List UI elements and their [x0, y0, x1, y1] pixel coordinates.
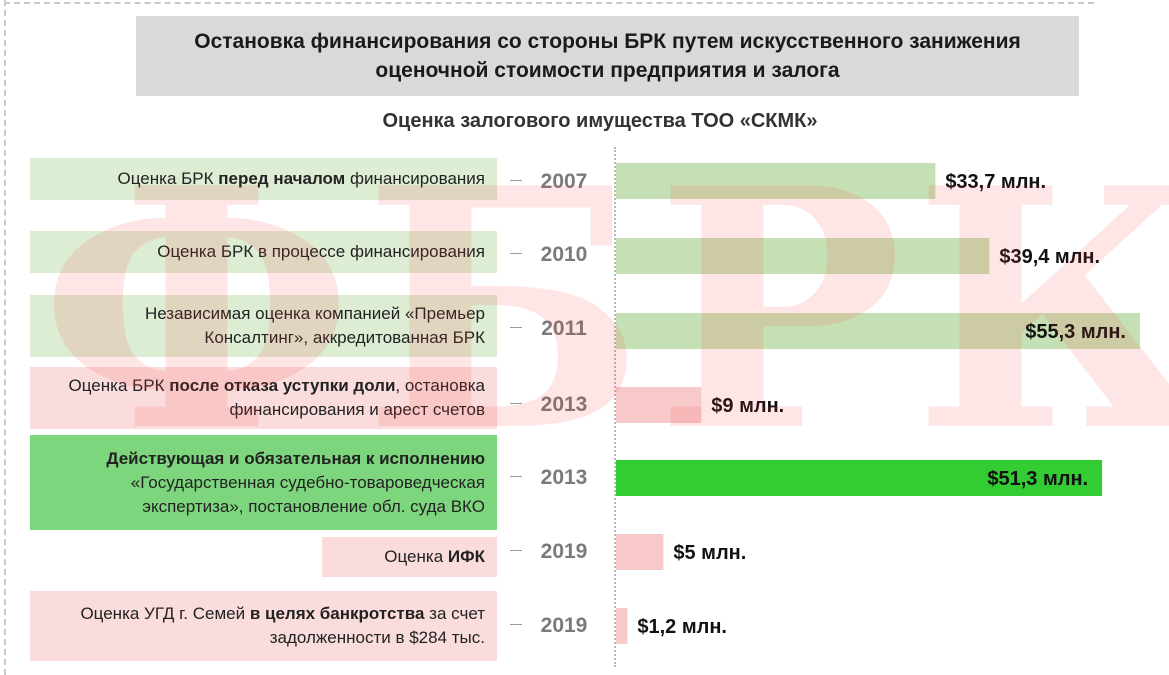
year-label: 2007 — [540, 170, 588, 193]
row-label-2011: Независимая оценка компанией «Премьер Ко… — [30, 295, 497, 357]
row-label-2010: Оценка БРК в процессе финансирования — [30, 231, 497, 273]
tick-dash — [510, 253, 522, 254]
row-label-text: Действующая и обязательная к исполнению … — [42, 447, 485, 519]
label-bold-segment: Действующая и обязательная к исполнению — [106, 448, 485, 468]
row-label-2013-brk: Оценка БРК после отказа уступки доли, ос… — [30, 367, 497, 429]
label-segment: Оценка БРК — [68, 376, 170, 395]
tick-dash — [510, 476, 522, 477]
label-segment: Независимая оценка компанией «Премьер Ко… — [144, 304, 485, 347]
row-label-text: Независимая оценка компанией «Премьер Ко… — [42, 302, 485, 350]
year-label: 2013 — [540, 393, 588, 416]
chart-subtitle: Оценка залогового имущества ТОО «СКМК» — [382, 110, 818, 132]
label-bold-segment: в целях банкротства — [249, 604, 425, 623]
value-label-2013-brk: $9 млн. — [711, 395, 784, 417]
year-label: 2019 — [540, 540, 588, 563]
bar-2013-brk — [616, 387, 702, 423]
bar-2011 — [616, 313, 1140, 349]
bar-2007 — [616, 163, 936, 199]
row-label-2013-expertise: Действующая и обязательная к исполнению … — [30, 435, 497, 530]
label-bold-segment: после отказа уступки доли — [169, 376, 396, 395]
row-label-2007: Оценка БРК перед началом финансирования — [30, 158, 497, 200]
value-axis-line — [614, 147, 616, 667]
row-label-text: Оценка БРК после отказа уступки доли, ос… — [42, 374, 485, 422]
bar-2010 — [616, 238, 990, 274]
value-label-2013-expertise: $51,3 млн. — [987, 468, 1088, 490]
year-label: 2019 — [540, 614, 588, 637]
row-label-text: Оценка БРК перед началом финансирования — [118, 167, 485, 191]
bar-2019-ugd — [616, 608, 628, 644]
row-label-2019-ifk: Оценка ИФК — [322, 537, 497, 577]
label-segment: Оценка — [384, 547, 448, 566]
year-label: 2011 — [541, 317, 587, 340]
label-segment: финансирования — [345, 169, 485, 188]
label-segment: за счет задолженности в $284 тыс. — [269, 604, 485, 647]
row-label-2019-ugd: Оценка УГД г. Семей в целях банкротства … — [30, 591, 497, 661]
year-label: 2013 — [540, 466, 588, 489]
row-label-text: Оценка БРК в процессе финансирования — [157, 240, 485, 264]
label-segment: Оценка БРК — [117, 169, 219, 188]
value-label-2019-ifk: $5 млн. — [673, 542, 746, 564]
label-bold-segment: перед началом — [218, 169, 346, 188]
label-segment: , остановка финансирования и арест счето… — [229, 376, 485, 419]
value-label-2019-ugd: $1,2 млн. — [637, 616, 727, 638]
tick-dash — [510, 403, 522, 404]
row-label-text: Оценка ИФК — [384, 545, 485, 569]
label-segment: Оценка БРК в процессе финансирования — [157, 242, 485, 261]
frame-border-top — [4, 2, 1094, 4]
value-label-2010: $39,4 млн. — [999, 246, 1100, 268]
page-title: Остановка финансирования со стороны БРК … — [136, 16, 1079, 96]
bar-2013-expertise — [616, 460, 1103, 496]
label-segment: Оценка УГД г. Семей — [80, 604, 250, 623]
frame-border-left — [4, 0, 6, 675]
year-label: 2010 — [540, 243, 588, 266]
value-label-2011: $55,3 млн. — [1025, 321, 1126, 343]
label-bold-segment: ИФК — [447, 547, 485, 566]
tick-dash — [510, 180, 522, 181]
tick-dash — [510, 327, 522, 328]
tick-dash — [510, 624, 522, 625]
label-segment: «Государственная судебно-товароведческая… — [130, 472, 485, 516]
tick-dash — [510, 550, 522, 551]
bar-2019-ifk — [616, 534, 664, 570]
row-label-text: Оценка УГД г. Семей в целях банкротства … — [42, 602, 485, 650]
value-label-2007: $33,7 млн. — [945, 171, 1046, 193]
